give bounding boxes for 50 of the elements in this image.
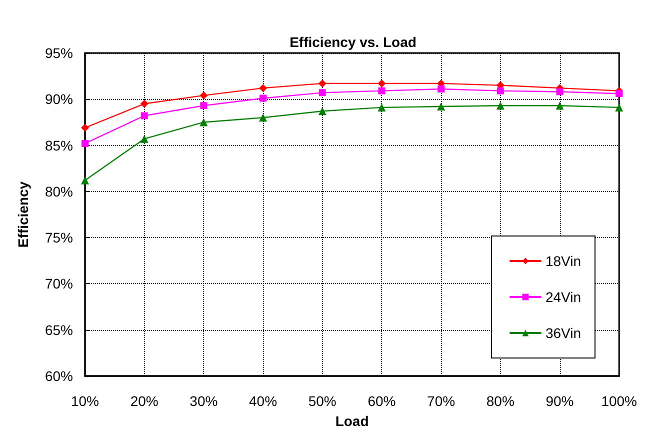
point bbox=[200, 91, 208, 100]
x-tick-label: 60% bbox=[368, 393, 396, 409]
point bbox=[496, 87, 504, 94]
x-tick-label: 20% bbox=[130, 393, 158, 409]
y-tick-label: 90% bbox=[44, 91, 73, 108]
point bbox=[318, 89, 326, 96]
point bbox=[616, 90, 623, 98]
legend-label: 18Vin bbox=[545, 253, 582, 269]
x-tick-label: 100% bbox=[601, 393, 638, 409]
y-tick-label: 85% bbox=[44, 137, 73, 154]
x-tick-label: 10% bbox=[70, 393, 100, 409]
y-tick-label: 65% bbox=[44, 322, 73, 338]
point bbox=[556, 88, 564, 96]
point bbox=[140, 134, 148, 143]
point bbox=[140, 100, 148, 108]
point bbox=[81, 124, 89, 132]
x-axis-title: Load bbox=[335, 413, 369, 429]
point bbox=[82, 140, 88, 147]
x-tick-label: 70% bbox=[427, 393, 456, 409]
x-tick-label: 50% bbox=[308, 393, 336, 409]
point bbox=[496, 102, 504, 110]
point bbox=[437, 102, 446, 111]
point bbox=[556, 102, 564, 110]
y-tick-label: 75% bbox=[44, 230, 73, 246]
y-tick-label: 80% bbox=[44, 183, 73, 200]
point bbox=[378, 79, 386, 88]
point bbox=[318, 107, 326, 116]
x-tick-label: 90% bbox=[546, 393, 574, 409]
x-tick-label: 80% bbox=[486, 393, 514, 409]
y-tick-label: 95% bbox=[44, 45, 73, 61]
point bbox=[615, 103, 624, 112]
point bbox=[259, 84, 268, 92]
point bbox=[318, 79, 326, 88]
point bbox=[378, 103, 386, 112]
y-tick-label: 70% bbox=[44, 276, 73, 292]
x-tick-label: 40% bbox=[249, 393, 278, 409]
chart-title: Efficiency vs. Load bbox=[290, 34, 416, 50]
point bbox=[200, 118, 208, 126]
point bbox=[378, 87, 386, 94]
y-tick-label: 60% bbox=[44, 368, 73, 384]
point bbox=[259, 114, 268, 122]
point bbox=[200, 102, 208, 110]
legend-label: 24Vin bbox=[545, 289, 582, 305]
point bbox=[260, 94, 267, 102]
point bbox=[81, 176, 89, 184]
point bbox=[438, 85, 445, 92]
y-axis-title: Efficiency bbox=[15, 181, 31, 248]
point bbox=[140, 112, 148, 120]
legend-label: 36Vin bbox=[545, 325, 582, 341]
x-tick-label: 30% bbox=[190, 393, 218, 409]
